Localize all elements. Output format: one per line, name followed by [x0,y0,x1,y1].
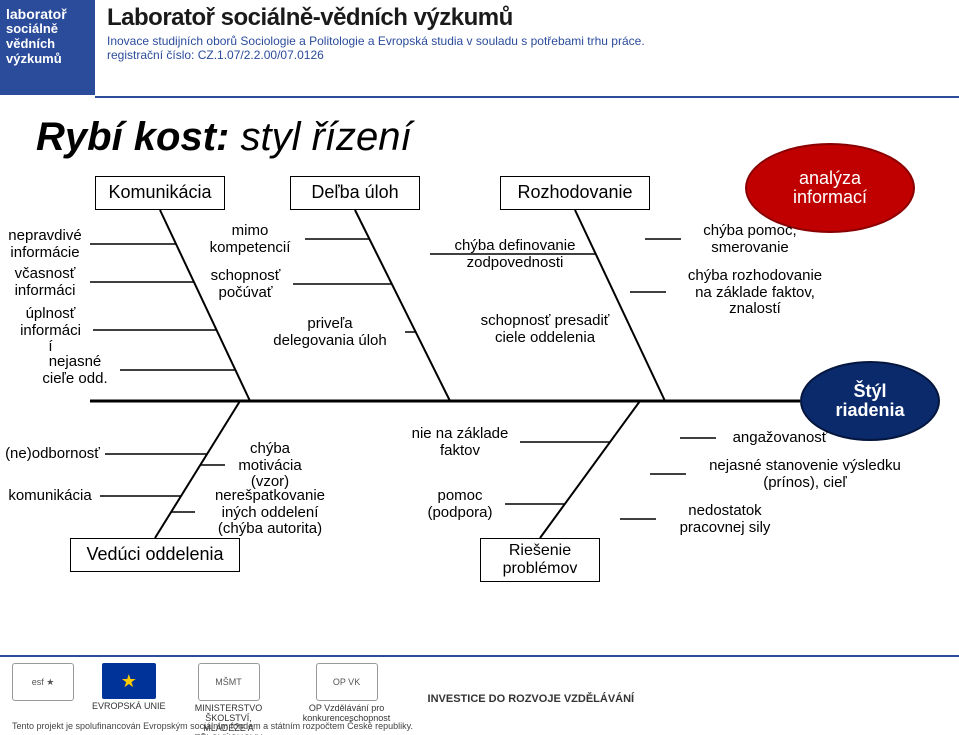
header-subtitle: Inovace studijních oborů Sociologie a Po… [107,34,959,48]
cause-label: chýba definovaniezodpovednosti [430,238,600,271]
cause-label: úplnosťinformácií [8,306,93,356]
footer: esf ★ ★ EVROPSKÁ UNIE MŠMT MINISTERSTVO … [0,655,959,735]
footer-logo-op: OP VK OP Vzdělávání pro konkurenceschopn… [292,663,402,723]
footer-note: Tento projekt je spolufinancován Evropsk… [12,721,413,731]
footer-eu-label: EVROPSKÁ UNIE [92,701,166,711]
logo-line2: sociálně [6,22,89,37]
oval-analysis: analýzainformací [745,143,915,233]
logo-box: laboratoř sociálně vědních výzkumů [0,0,95,95]
header-code: registrační číslo: CZ.1.07/2.2.00/07.012… [107,48,959,62]
slide-title: Rybí kost: styl řízení [36,115,412,160]
cause-label: priveľadelegovania úloh [255,316,405,349]
category-box: Deľba úloh [290,176,420,210]
cause-label: nerešpatkovanieiných oddelení(chýba auto… [195,488,345,538]
cause-label: mimokompetencií [195,223,305,256]
slide-title-rest: styl řízení [229,115,411,159]
cause-label: pomoc(podpora) [415,488,505,521]
cause-label: včasnosťinformáci [0,266,90,299]
logo-line4: výzkumů [6,52,89,67]
cause-label: komunikácia [0,488,100,505]
cause-label: (ne)odbornosť [0,446,105,463]
logo-line3: vědních [6,37,89,52]
cause-label: nie na základefaktov [400,426,520,459]
category-box: Vedúci oddelenia [70,538,240,572]
category-box: Komunikácia [95,176,225,210]
cause-label: angažovanosť [720,430,840,447]
logo-line1: laboratoř [6,6,89,22]
category-box: Rozhodovanie [500,176,650,210]
category-box: Riešenieproblémov [480,538,600,582]
footer-invest: INVESTICE DO ROZVOJE VZDĚLÁVÁNÍ [428,693,635,705]
cause-label: chýba rozhodovaniena základe faktov,znal… [670,268,840,318]
slide-title-prefix: Rybí kost: [36,115,229,159]
cause-label: nedostatokpracovnej sily [660,503,790,536]
cause-label: nejasnécieľe odd. [30,354,120,387]
cause-label: chýba pomoc,smerovanie [685,223,815,256]
header-text: Laboratoř sociálně-vědních výzkumů Inova… [95,0,959,62]
header: laboratoř sociálně vědních výzkumů Labor… [0,0,959,100]
cause-label: schopnosťpočúvať [198,268,293,301]
cause-label: chýbamotivácia(vzor) [225,441,315,491]
footer-logo-eu: ★ EVROPSKÁ UNIE [92,663,166,711]
header-divider [95,96,959,98]
footer-op-label: OP Vzdělávání pro konkurenceschopnost [292,703,402,723]
cause-label: schopnosť presadiťciele oddelenia [460,313,630,346]
cause-label: nejasné stanovenie výsledku(prínos), cie… [690,458,920,491]
fishbone-diagram: analýzainformacíŠtýlriadeniaKomunikáciaD… [0,168,959,628]
footer-logo-esf: esf ★ [12,663,74,701]
cause-label: nepravdivéinformácie [0,228,90,261]
header-title: Laboratoř sociálně-vědních výzkumů [107,4,959,32]
